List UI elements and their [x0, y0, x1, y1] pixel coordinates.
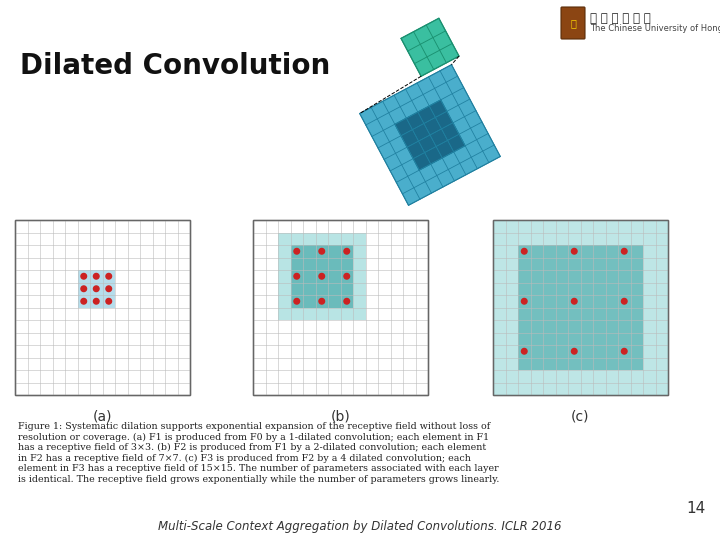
- Circle shape: [294, 248, 300, 254]
- Bar: [401, 18, 459, 76]
- Bar: [518, 245, 643, 370]
- Circle shape: [572, 299, 577, 304]
- Circle shape: [94, 299, 99, 304]
- Circle shape: [344, 248, 349, 254]
- Text: The Chinese University of Hong Kong: The Chinese University of Hong Kong: [590, 24, 720, 33]
- Bar: [15, 220, 190, 395]
- Bar: [78, 270, 115, 307]
- Text: 香: 香: [570, 18, 576, 28]
- Circle shape: [294, 299, 300, 304]
- Text: 14: 14: [687, 501, 706, 516]
- Circle shape: [81, 286, 86, 292]
- Circle shape: [319, 273, 325, 279]
- Text: (c): (c): [571, 409, 590, 423]
- Circle shape: [106, 286, 112, 292]
- Bar: [493, 220, 668, 395]
- Circle shape: [94, 286, 99, 292]
- Circle shape: [621, 299, 627, 304]
- Circle shape: [94, 273, 99, 279]
- Bar: [290, 245, 353, 307]
- Circle shape: [572, 248, 577, 254]
- Circle shape: [81, 299, 86, 304]
- Circle shape: [106, 299, 112, 304]
- Circle shape: [572, 348, 577, 354]
- Circle shape: [106, 273, 112, 279]
- Circle shape: [344, 273, 349, 279]
- Circle shape: [344, 299, 349, 304]
- Text: in F2 has a receptive field of 7×7. (c) F3 is produced from F2 by a 4 dilated co: in F2 has a receptive field of 7×7. (c) …: [18, 454, 471, 463]
- Bar: [493, 220, 668, 395]
- FancyBboxPatch shape: [561, 7, 585, 39]
- Text: Dilated Convolution: Dilated Convolution: [20, 52, 330, 80]
- Bar: [395, 100, 465, 170]
- Bar: [278, 233, 366, 320]
- Text: is identical. The receptive field grows exponentially while the number of parame: is identical. The receptive field grows …: [18, 475, 500, 483]
- Circle shape: [319, 248, 325, 254]
- Circle shape: [319, 299, 325, 304]
- Bar: [253, 220, 428, 395]
- Circle shape: [621, 348, 627, 354]
- Bar: [360, 65, 500, 205]
- Bar: [15, 220, 190, 395]
- Text: element in F3 has a receptive field of 15×15. The number of parameters associate: element in F3 has a receptive field of 1…: [18, 464, 499, 473]
- Text: Figure 1: Systematic dilation supports exponential expansion of the receptive fi: Figure 1: Systematic dilation supports e…: [18, 422, 490, 431]
- Circle shape: [521, 348, 527, 354]
- Text: has a receptive field of 3×3. (b) F2 is produced from F1 by a 2-dilated convolut: has a receptive field of 3×3. (b) F2 is …: [18, 443, 486, 452]
- Text: Multi-Scale Context Aggregation by Dilated Convolutions. ICLR 2016: Multi-Scale Context Aggregation by Dilat…: [158, 520, 562, 533]
- Circle shape: [521, 299, 527, 304]
- Text: resolution or coverage. (a) F1 is produced from F0 by a 1-dilated convolution; e: resolution or coverage. (a) F1 is produc…: [18, 433, 489, 442]
- Circle shape: [81, 273, 86, 279]
- Circle shape: [621, 248, 627, 254]
- Bar: [493, 220, 668, 395]
- Circle shape: [521, 248, 527, 254]
- Text: (a): (a): [93, 409, 112, 423]
- Circle shape: [294, 273, 300, 279]
- Bar: [253, 220, 428, 395]
- Text: (b): (b): [330, 409, 351, 423]
- Text: 香 港 中 文 大 學: 香 港 中 文 大 學: [590, 12, 651, 25]
